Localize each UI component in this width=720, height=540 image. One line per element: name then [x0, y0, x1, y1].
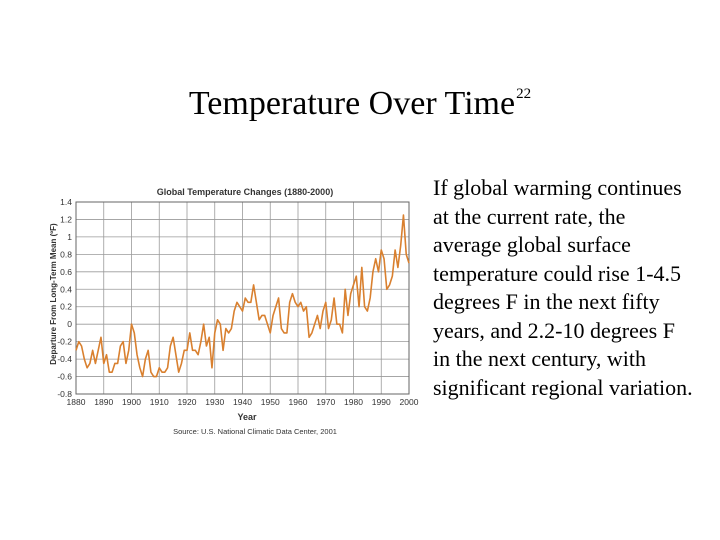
x-tick-label: 1910: [150, 397, 169, 407]
x-tick-label: 1950: [261, 397, 280, 407]
x-tick-label: 1960: [289, 397, 308, 407]
chart-source: Source: U.S. National Climatic Data Cent…: [173, 427, 337, 436]
chart-title: Global Temperature Changes (1880-2000): [157, 187, 333, 197]
x-tick-label: 1990: [372, 397, 391, 407]
body-paragraph: If global warming continues at the curre…: [433, 175, 693, 400]
y-tick-label: 0: [67, 319, 72, 329]
x-tick-label: 1890: [94, 397, 113, 407]
x-tick-label: 1920: [178, 397, 197, 407]
x-tick-label: 1940: [233, 397, 252, 407]
x-tick-label: 1900: [122, 397, 141, 407]
y-tick-label: 0.6: [60, 267, 72, 277]
y-tick-label: 1.4: [60, 197, 72, 207]
x-axis-ticks: 1880 1890 1900 1910 1920 1930 1940 1950 1960 1970…: [67, 397, 419, 407]
temperature-chart: Global Temperature Changes (1880-2000) 1…: [40, 178, 430, 440]
x-tick-label: 1970: [316, 397, 335, 407]
title-superscript: 22: [516, 86, 532, 102]
y-tick-label: -0.2: [57, 337, 72, 347]
x-axis-label: Year: [237, 412, 257, 422]
y-tick-label: 0.8: [60, 249, 72, 259]
plot-border: [75, 201, 410, 395]
y-tick-label: 0.4: [60, 284, 72, 294]
x-tick-label: 2000: [400, 397, 419, 407]
y-tick-label: 1: [67, 232, 72, 242]
y-tick-label: 1.2: [60, 214, 72, 224]
x-tick-label: 1880: [67, 397, 86, 407]
y-axis-ticks: 1.4 1.2 1 0.8 0.6 0.4 0.2 0 -0.2 -0.4 -0.6 -0.8: [57, 197, 72, 399]
title-text: Temperature Over Time: [188, 85, 516, 122]
temperature-series-line: [75, 214, 410, 378]
slide-title: Temperature Over Time22: [0, 74, 720, 124]
x-tick-label: 1980: [344, 397, 363, 407]
y-tick-label: -0.6: [57, 372, 72, 382]
x-tick-label: 1930: [205, 397, 224, 407]
chart-svg: Global Temperature Changes (1880-2000) 1…: [49, 187, 419, 436]
y-tick-label: -0.8: [57, 389, 72, 399]
y-tick-label: 0.2: [60, 302, 72, 312]
y-tick-label: -0.4: [57, 354, 72, 364]
y-axis-label: Departure From Long-Term Mean (ºF): [49, 223, 58, 365]
